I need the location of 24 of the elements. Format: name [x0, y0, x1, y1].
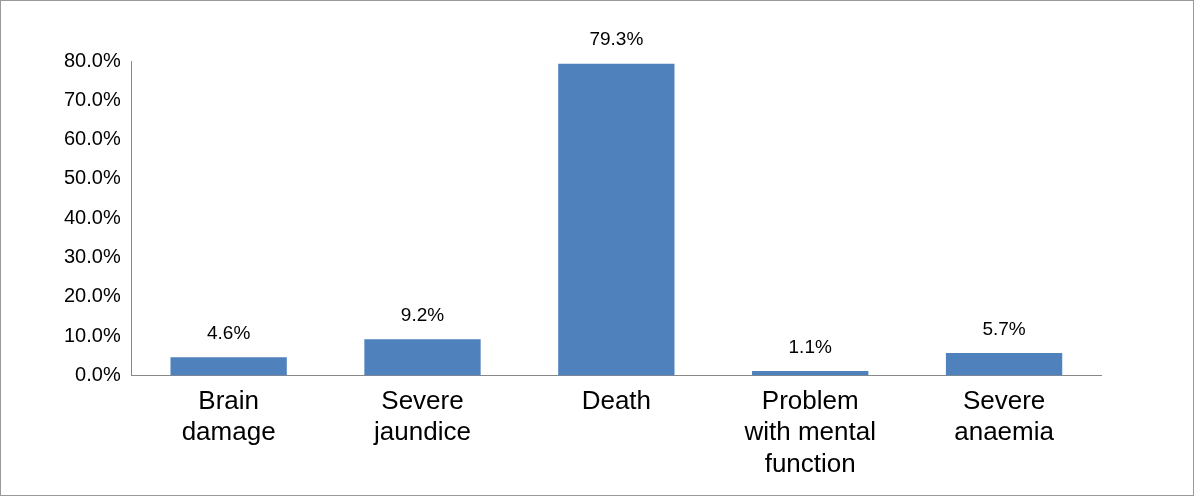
x-tick-label: Severe jaundice [373, 385, 471, 447]
y-tick-label: 20.0% [63, 284, 121, 307]
y-tick-label: 50.0% [63, 166, 121, 189]
x-tick-label: Brain damage [181, 385, 276, 447]
bar [752, 371, 869, 376]
data-label: 1.1% [788, 335, 832, 357]
data-label: 5.7% [982, 317, 1026, 339]
x-tick-label: Severe anaemia [954, 385, 1055, 447]
y-tick-label: 0.0% [75, 362, 121, 385]
y-tick-label: 40.0% [63, 205, 121, 228]
bar [945, 353, 1063, 376]
y-tick-label: 30.0% [63, 245, 121, 268]
data-label: 79.3% [589, 28, 644, 50]
data-label: 4.6% [206, 322, 251, 344]
bar [170, 357, 287, 376]
data-label: 9.2% [400, 303, 445, 325]
y-tick-label: 60.0% [63, 127, 121, 150]
y-tick-label: 80.0% [63, 48, 121, 71]
y-tick-label: 70.0% [63, 87, 121, 110]
bar [364, 339, 481, 376]
y-tick-label: 10.0% [63, 323, 121, 346]
x-tick-label: Death [581, 385, 652, 416]
bar [558, 63, 675, 376]
x-tick-label: Problem with mental function [743, 385, 876, 478]
